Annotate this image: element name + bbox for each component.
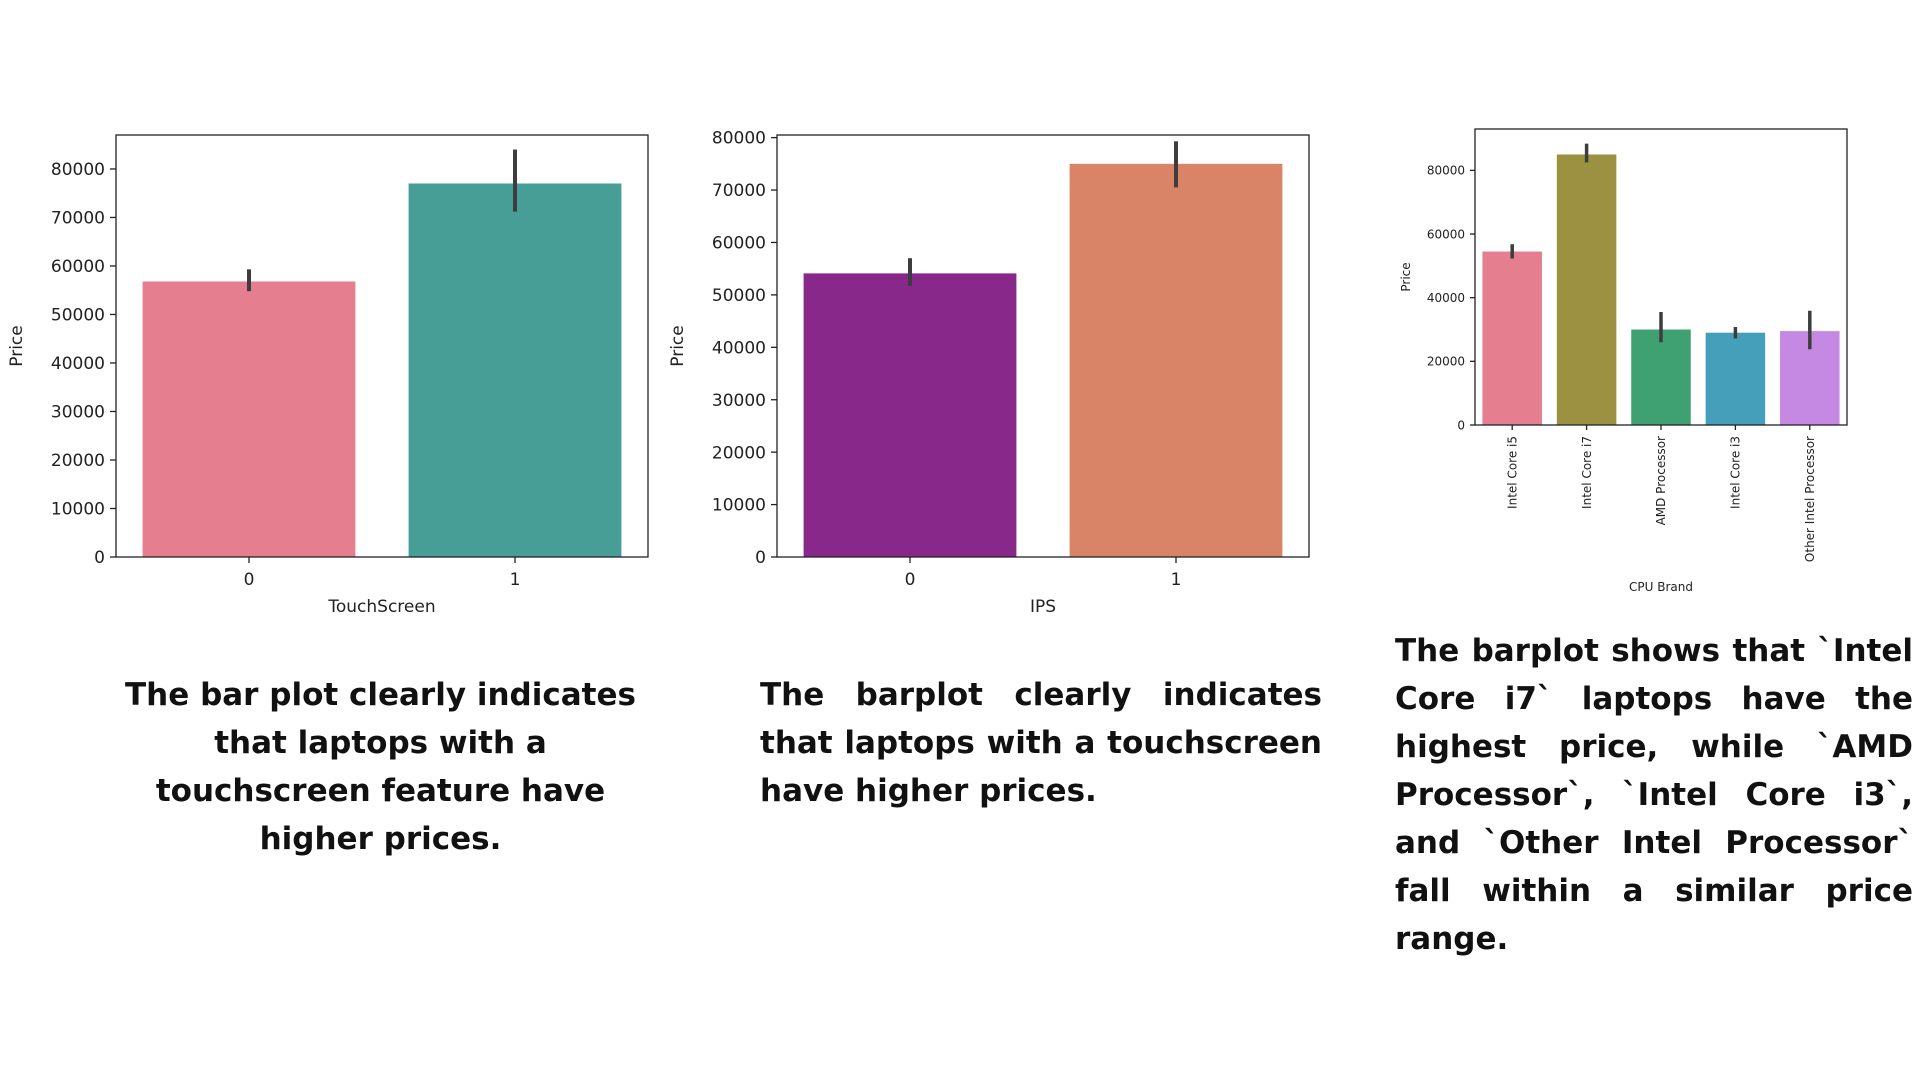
y-tick-label: 30000 bbox=[712, 391, 766, 411]
y-tick-label: 60000 bbox=[712, 234, 766, 254]
plot-frame bbox=[776, 134, 1310, 558]
ips-caption: The barplot clearly indicates that lapto… bbox=[760, 677, 1322, 809]
bar bbox=[142, 281, 356, 557]
y-axis-label: Price bbox=[7, 325, 27, 366]
bar bbox=[408, 183, 622, 558]
y-tick-label: 80000 bbox=[51, 160, 105, 180]
plot-frame bbox=[1474, 128, 1848, 426]
plot-frame bbox=[115, 134, 649, 558]
x-tick-label: 0 bbox=[905, 570, 916, 590]
y-tick-label: 80000 bbox=[712, 129, 766, 149]
y-tick-label: 10000 bbox=[51, 500, 105, 520]
x-tick-label: Other Intel Processor bbox=[1803, 436, 1817, 562]
y-tick-label: 30000 bbox=[51, 403, 105, 423]
y-axis-label: Price bbox=[668, 325, 688, 366]
x-tick-label: 1 bbox=[510, 570, 521, 590]
cpu-caption: The barplot shows that `Intel Core i7` l… bbox=[1395, 633, 1913, 957]
ips-price-chart: 0 10000 20000 30000 40000 50000 60000 70000 8000… bbox=[668, 129, 1310, 617]
x-tick-label: Intel Core i3 bbox=[1729, 436, 1743, 509]
y-tick-label: 10000 bbox=[712, 496, 766, 516]
cpu-brand-price-chart: 0 20000 40000 60000 80000 Intel Core i5 Intel … bbox=[1399, 128, 1848, 594]
y-tick-label: 20000 bbox=[712, 443, 766, 463]
y-tick-label: 70000 bbox=[51, 209, 105, 229]
x-tick-label: Intel Core i5 bbox=[1505, 436, 1519, 509]
y-axis-label: Price bbox=[1399, 262, 1413, 291]
y-tick-label: 20000 bbox=[51, 451, 105, 471]
y-tick-label: 70000 bbox=[712, 181, 766, 201]
y-tick-label: 60000 bbox=[51, 257, 105, 277]
y-tick-label: 0 bbox=[94, 548, 105, 568]
bar bbox=[1482, 251, 1542, 425]
bar bbox=[1631, 329, 1691, 425]
x-axis-label: CPU Brand bbox=[1629, 580, 1693, 594]
touchscreen-caption: The bar plot clearly indicates that lapt… bbox=[125, 677, 636, 857]
x-axis-label: IPS bbox=[1030, 597, 1056, 617]
x-tick-label: 1 bbox=[1171, 570, 1182, 590]
y-tick-label: 20000 bbox=[1427, 355, 1465, 369]
y-tick-label: 50000 bbox=[712, 286, 766, 306]
x-tick-label: AMD Processor bbox=[1654, 436, 1668, 525]
bar bbox=[1556, 154, 1617, 425]
y-tick-label: 50000 bbox=[51, 306, 105, 326]
y-tick-label: 80000 bbox=[1427, 164, 1465, 178]
bar bbox=[1705, 332, 1766, 425]
y-tick-label: 0 bbox=[1457, 418, 1465, 432]
bar bbox=[1069, 163, 1283, 558]
y-tick-label: 40000 bbox=[712, 338, 766, 358]
x-axis-label: TouchScreen bbox=[327, 597, 435, 617]
y-tick-label: 40000 bbox=[1427, 291, 1465, 305]
x-tick-label: 0 bbox=[244, 570, 255, 590]
touchscreen-price-chart: 0 10000 20000 30000 40000 50000 60000 70000 8000… bbox=[7, 134, 649, 617]
y-tick-label: 60000 bbox=[1427, 227, 1465, 241]
bar bbox=[803, 273, 1017, 557]
y-tick-label: 40000 bbox=[51, 354, 105, 374]
x-tick-label: Intel Core i7 bbox=[1580, 436, 1594, 509]
y-tick-label: 0 bbox=[755, 548, 766, 568]
